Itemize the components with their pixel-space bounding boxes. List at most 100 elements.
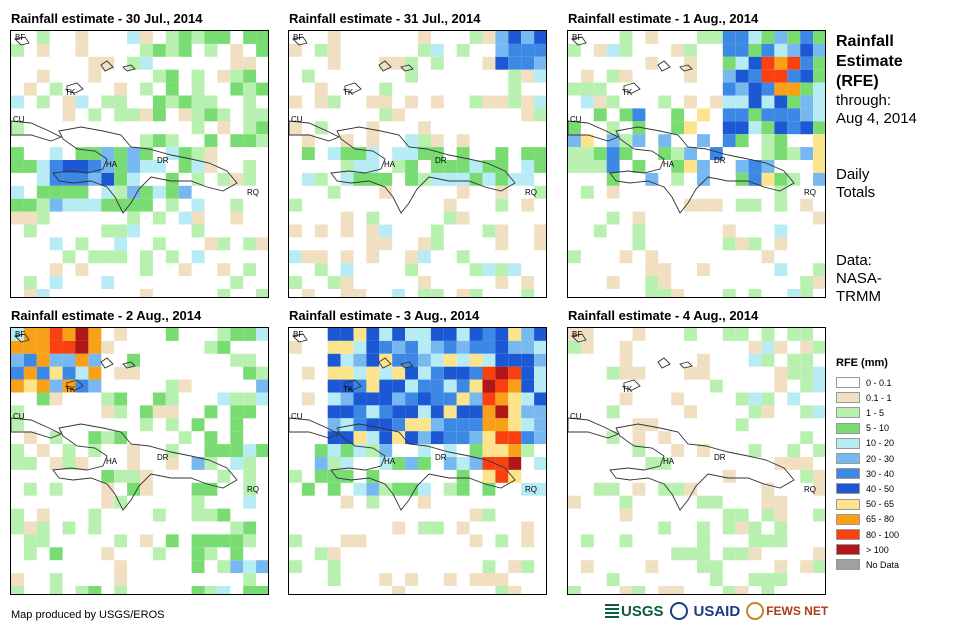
coastline: [66, 379, 84, 391]
rainfall-cell: [340, 172, 354, 186]
rainfall-cell: [508, 82, 522, 96]
rainfall-cell: [709, 573, 723, 586]
rainfall-cell: [619, 508, 633, 522]
rainfall-cell: [521, 521, 535, 535]
rainfall-cell: [606, 147, 620, 160]
rainfall-cell: [534, 43, 546, 57]
rainfall-cell: [405, 353, 418, 367]
rainfall-cell: [230, 534, 244, 548]
rainfall-grid: [289, 328, 546, 594]
rainfall-cell: [11, 418, 24, 432]
rainfall-cell: [127, 31, 140, 44]
rainfall-cell: [289, 250, 302, 264]
rainfall-cell: [697, 172, 710, 186]
rainfall-cell: [774, 495, 788, 509]
rainfall-cell: [787, 108, 801, 122]
rainfall-cell: [495, 263, 509, 277]
rainfall-cell: [114, 108, 128, 122]
rainfall-cell: [534, 147, 546, 160]
rainfall-cell: [256, 108, 268, 122]
legend-label: 5 - 10: [866, 423, 890, 434]
rainfall-cell: [469, 328, 483, 341]
rainfall-cell: [443, 444, 457, 457]
rainfall-cell: [568, 586, 581, 594]
rainfall-cell: [813, 108, 825, 122]
rainfall-cell: [127, 482, 140, 496]
rainfall-cell: [456, 134, 470, 148]
rainfall-cell: [748, 340, 762, 354]
rainfall-cell: [101, 495, 115, 509]
rainfall-cell: [774, 379, 788, 393]
rainfall-cell: [314, 250, 328, 264]
rainfall-cell: [340, 469, 354, 483]
rainfall-cell: [800, 340, 814, 354]
legend-label: 65 - 80: [866, 514, 895, 525]
legend-item: 80 - 100: [836, 528, 899, 541]
rainfall-cell: [379, 444, 393, 457]
rainfall-cell: [353, 482, 367, 496]
rainfall-cell: [366, 353, 380, 367]
rainfall-cell: [684, 328, 697, 341]
rainfall-cell: [645, 560, 659, 574]
rainfall-cell: [658, 276, 672, 289]
rainfall-cell: [11, 147, 24, 160]
rainfall-cell: [114, 160, 128, 173]
rainfall-cell: [230, 457, 244, 470]
rainfall-cell: [735, 31, 749, 44]
rainfall-cell: [405, 418, 418, 432]
rainfall-cell: [443, 482, 457, 496]
rainfall-cell: [114, 586, 128, 594]
rainfall-cell: [75, 237, 89, 251]
rainfall-cell: [314, 469, 328, 483]
coastline: [400, 361, 414, 369]
coastline: [571, 36, 587, 46]
rainfall-cell: [191, 495, 205, 509]
map-panel-3-aug: BF TK CU HA DR RQ: [288, 327, 547, 595]
rainfall-cell: [568, 250, 581, 264]
rainfall-cell: [217, 560, 231, 574]
label-tk: TK: [65, 385, 76, 394]
rainfall-cell: [243, 121, 257, 135]
rainfall-cell: [456, 340, 470, 354]
rainfall-cell: [735, 160, 749, 173]
rainfall-cell: [327, 379, 341, 393]
rainfall-cell: [748, 521, 762, 535]
rainfall-cell: [392, 379, 406, 393]
rainfall-cell: [418, 457, 431, 470]
rainfall-cell: [469, 405, 483, 419]
rainfall-cell: [521, 379, 535, 393]
rainfall-cell: [774, 198, 788, 212]
rainfall-cell: [521, 147, 535, 160]
rainfall-cell: [774, 224, 788, 238]
rainfall-cell: [709, 495, 723, 509]
rainfall-cell: [645, 457, 659, 470]
rainfall-cell: [671, 392, 685, 406]
rainfall-cell: [23, 353, 37, 367]
rainfall-cell: [658, 431, 672, 445]
rainfall-cell: [289, 43, 302, 57]
rainfall-cell: [289, 198, 302, 212]
label-dr: DR: [714, 453, 726, 462]
rainfall-cell: [366, 469, 380, 483]
rainfall-cell: [379, 482, 393, 496]
rainfall-cell: [722, 121, 736, 135]
rainfall-cell: [761, 508, 775, 522]
rainfall-cell: [256, 560, 268, 574]
rainfall-cell: [178, 31, 192, 44]
rainfall-cell: [379, 392, 393, 406]
rainfall-cell: [230, 56, 244, 70]
rainfall-cell: [495, 353, 509, 367]
rainfall-cell: [534, 95, 546, 109]
rainfall-cell: [800, 198, 814, 212]
rainfall-cell: [813, 469, 825, 483]
rainfall-cell: [49, 547, 63, 561]
rainfall-cell: [593, 82, 607, 96]
rainfall-cell: [49, 586, 63, 594]
coastline: [100, 60, 114, 72]
rainfall-cell: [418, 418, 431, 432]
rainfall-cell: [11, 379, 24, 393]
rainfall-cell: [568, 43, 581, 57]
rainfall-cell: [301, 250, 315, 264]
rainfall-cell: [379, 457, 393, 470]
rainfall-cell: [619, 43, 633, 57]
